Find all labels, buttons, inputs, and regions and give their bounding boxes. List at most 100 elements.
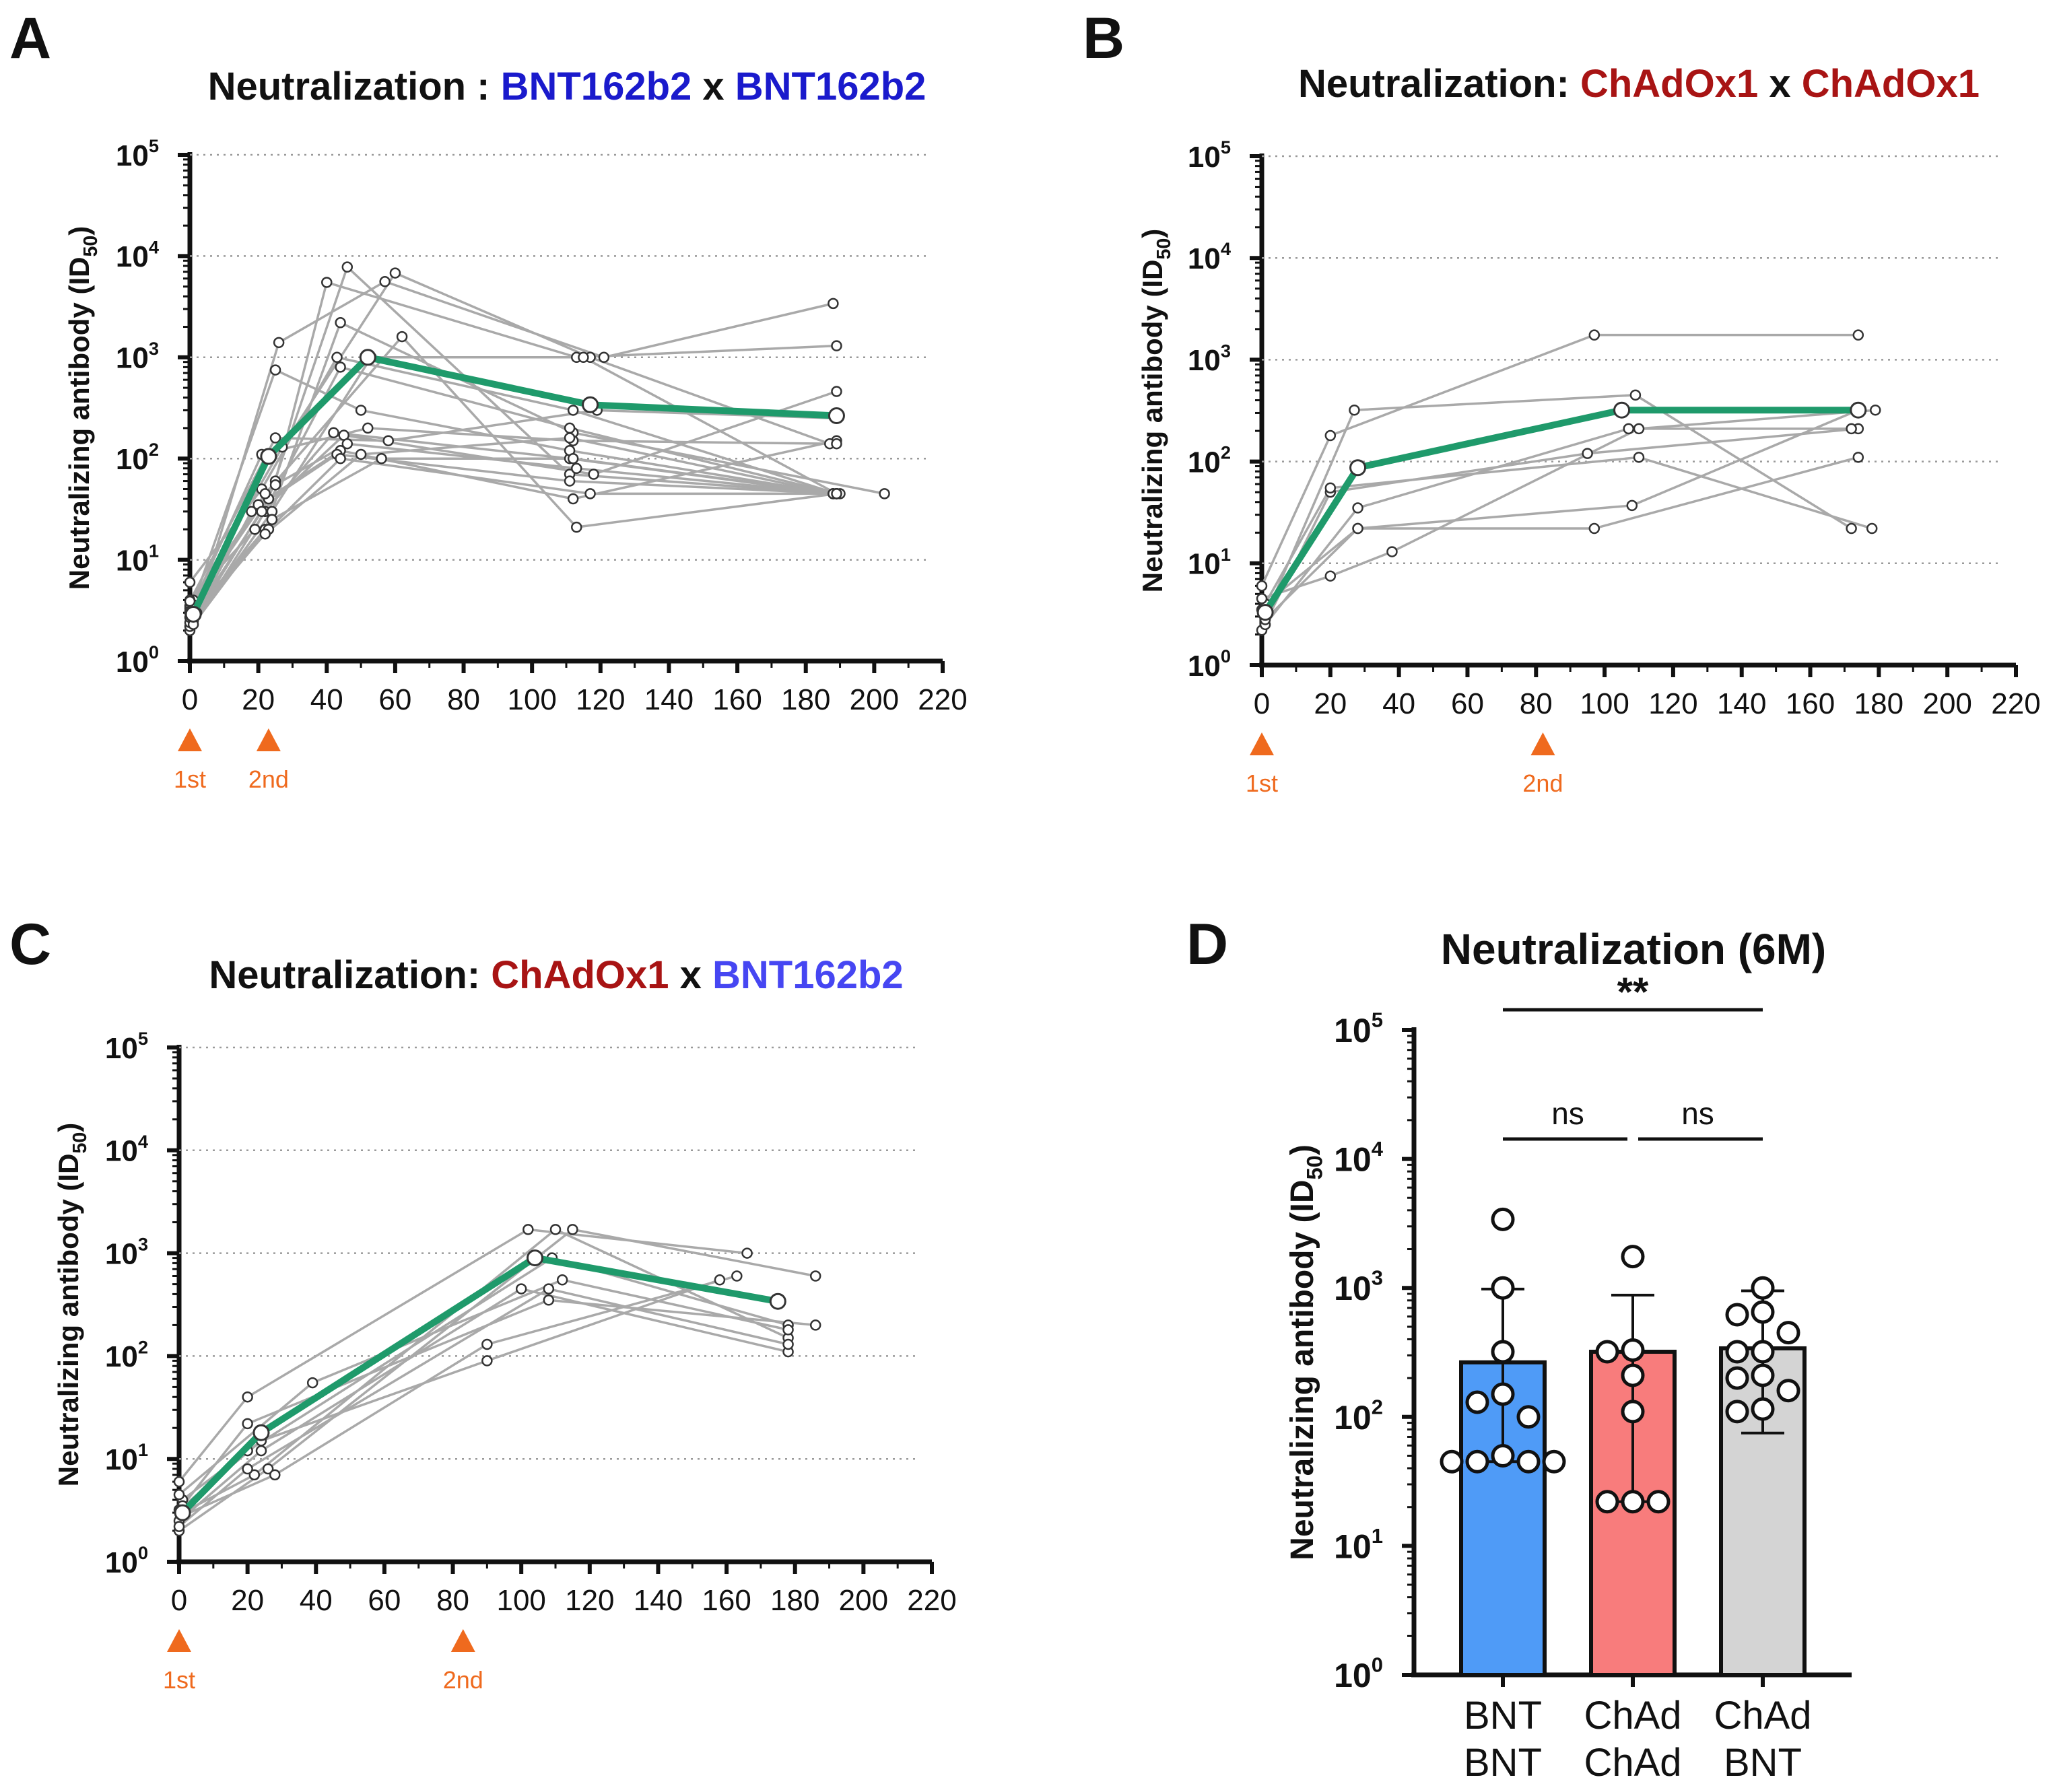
panel-b-individual-point <box>1352 522 1363 535</box>
panel-c-individual-point <box>543 1295 555 1306</box>
panel-a-individual-point <box>564 422 576 434</box>
panel-a-individual-point <box>355 405 367 416</box>
panel-c-individual-point <box>549 1224 562 1235</box>
panel-a-y-tick-label: 103 <box>116 338 159 375</box>
panel-b-individual-line <box>1264 427 1852 625</box>
panel-d-data-point <box>1465 1449 1489 1474</box>
panel-d-category-label-line1: ChAd <box>1584 1694 1681 1737</box>
panel-c-dose-marker <box>167 1629 191 1652</box>
panel-c-individual-point <box>731 1270 743 1282</box>
panel-a-x-tick-label: 160 <box>712 683 762 716</box>
panel-a-individual-point <box>246 506 257 518</box>
panel-c-individual-point <box>248 1469 261 1481</box>
panel-a-individual-line <box>189 427 837 612</box>
panel-b-dose-label: 1st <box>1246 769 1278 797</box>
panel-a-individual-point <box>376 452 387 464</box>
panel-a-geomean-point <box>359 349 376 366</box>
panel-b-individual-point <box>1582 448 1593 459</box>
panel-a-geomean-point <box>582 396 599 413</box>
panel-c-individual-line <box>178 1278 788 1496</box>
panel-c-individual-point <box>242 1418 253 1430</box>
panel-b-title-second-vaccine: ChAdOx1 <box>1802 62 1980 106</box>
panel-d-data-point <box>1621 1400 1645 1424</box>
panel-b-individual-point <box>1633 452 1645 463</box>
panel-a-chart: Neutralization : BNT162b2 x BNT162b21001… <box>63 65 968 793</box>
panel-c-individual-point <box>567 1224 578 1235</box>
panel-c-individual-point <box>522 1224 534 1235</box>
panel-c-x-tick-label: 120 <box>565 1584 614 1617</box>
panel-b-individual-point <box>1623 423 1634 435</box>
panel-c-individual-point <box>741 1247 753 1259</box>
panel-a-individual-point <box>567 405 579 416</box>
panel-d-data-point <box>1725 1340 1749 1364</box>
panel-a-y-tick-label: 105 <box>116 135 159 172</box>
panel-a-geomean-point <box>260 448 277 465</box>
panel-c-x-tick-label: 20 <box>231 1584 264 1617</box>
panel-b-y-tick-label: 100 <box>1188 646 1231 683</box>
panel-d-y-tick-label: 105 <box>1334 1008 1383 1050</box>
panel-c-geomean-point <box>174 1504 191 1521</box>
panel-c-y-axis-label-end: ) <box>53 1123 84 1132</box>
panel-b-individual-line <box>1264 394 1852 617</box>
panel-a-individual-point <box>266 514 278 525</box>
panel-a-individual-point <box>570 462 582 475</box>
panel-a-individual-point <box>335 452 346 464</box>
panel-a-x-tick-label: 220 <box>918 683 967 716</box>
panel-c-y-axis-label: Neutralizing antibody (ID50) <box>53 1123 91 1486</box>
panel-a-y-axis-label-end: ) <box>63 226 95 236</box>
panel-c-x-tick-label: 180 <box>770 1584 819 1617</box>
panel-a-y-tick-exponent: 1 <box>149 541 159 561</box>
panel-d-category-label-line2: BNT <box>1464 1741 1542 1785</box>
panel-b-individual-line <box>1260 456 1873 611</box>
panel-d-y-tick-exponent: 5 <box>1372 1008 1383 1032</box>
panel-d-y-axis-label: Neutralizing antibody (ID50) <box>1285 1144 1326 1560</box>
panel-a-individual-point <box>256 506 267 518</box>
panel-b-individual-point <box>1324 570 1337 582</box>
panel-a-title-separator: x <box>692 65 735 108</box>
panel-a-y-tick-exponent: 4 <box>149 236 160 257</box>
panel-a-y-tick-label: 102 <box>116 439 159 476</box>
panel-d-data-point <box>1776 1379 1800 1403</box>
panel-a-individual-point <box>831 438 842 450</box>
panel-c-y-axis-label-sub: 50 <box>69 1132 91 1154</box>
panel-c-y-tick-label: 101 <box>105 1439 148 1476</box>
panel-b-individual-line <box>1260 333 1858 587</box>
panel-d-data-point <box>1751 1276 1775 1300</box>
panel-b-x-tick-label: 120 <box>1648 687 1697 720</box>
panel-b-y-tick-exponent: 2 <box>1221 442 1231 463</box>
panel-c-individual-point <box>242 1391 253 1403</box>
panel-b-individual-point <box>1852 329 1864 341</box>
panel-c-individual-line <box>178 1228 816 1532</box>
panel-a-individual-point <box>341 438 353 450</box>
panel-c-y-tick-exponent: 0 <box>138 1542 148 1563</box>
panel-a-title: Neutralization : BNT162b2 x BNT162b2 <box>208 65 926 108</box>
panel-a-individual-point <box>584 488 596 499</box>
panel-b-title: Neutralization: ChAdOx1 x ChAdOx1 <box>1298 62 1980 106</box>
panel-a-individual-point <box>879 488 890 499</box>
panel-label-c: C <box>9 912 51 977</box>
panel-c-dose-label: 2nd <box>443 1666 483 1694</box>
panel-a-x-tick-label: 20 <box>242 683 275 716</box>
panel-a-individual-point <box>184 576 196 588</box>
panel-d-data-point <box>1491 1340 1515 1364</box>
panel-c-individual-line <box>178 1287 788 1528</box>
panel-c-individual-point <box>269 1469 281 1481</box>
panel-a-dose-marker <box>256 728 281 751</box>
panel-d-significance-label: ns <box>1551 1096 1584 1131</box>
panel-c-y-tick-label: 103 <box>105 1234 148 1271</box>
panel-a-dose-label: 1st <box>174 765 206 793</box>
panel-b-y-tick-exponent: 3 <box>1221 340 1231 361</box>
panel-b-y-tick-label: 105 <box>1188 137 1231 174</box>
panel-c-y-tick-exponent: 5 <box>138 1028 148 1049</box>
panel-a-individual-point <box>259 488 271 499</box>
panel-b-geomean-point <box>1349 459 1367 477</box>
panel-d-y-tick-label: 100 <box>1334 1653 1383 1695</box>
panel-c-dose-label: 1st <box>163 1666 195 1694</box>
panel-c-individual-point <box>173 1488 185 1501</box>
panel-c-geomean-line <box>180 1254 779 1515</box>
panel-d-y-axis-label-end: ) <box>1285 1144 1320 1155</box>
panel-d-category-label-line2: BNT <box>1724 1741 1802 1785</box>
panel-a-individual-point <box>269 364 281 376</box>
panel-a-x-tick-label: 140 <box>644 683 694 716</box>
